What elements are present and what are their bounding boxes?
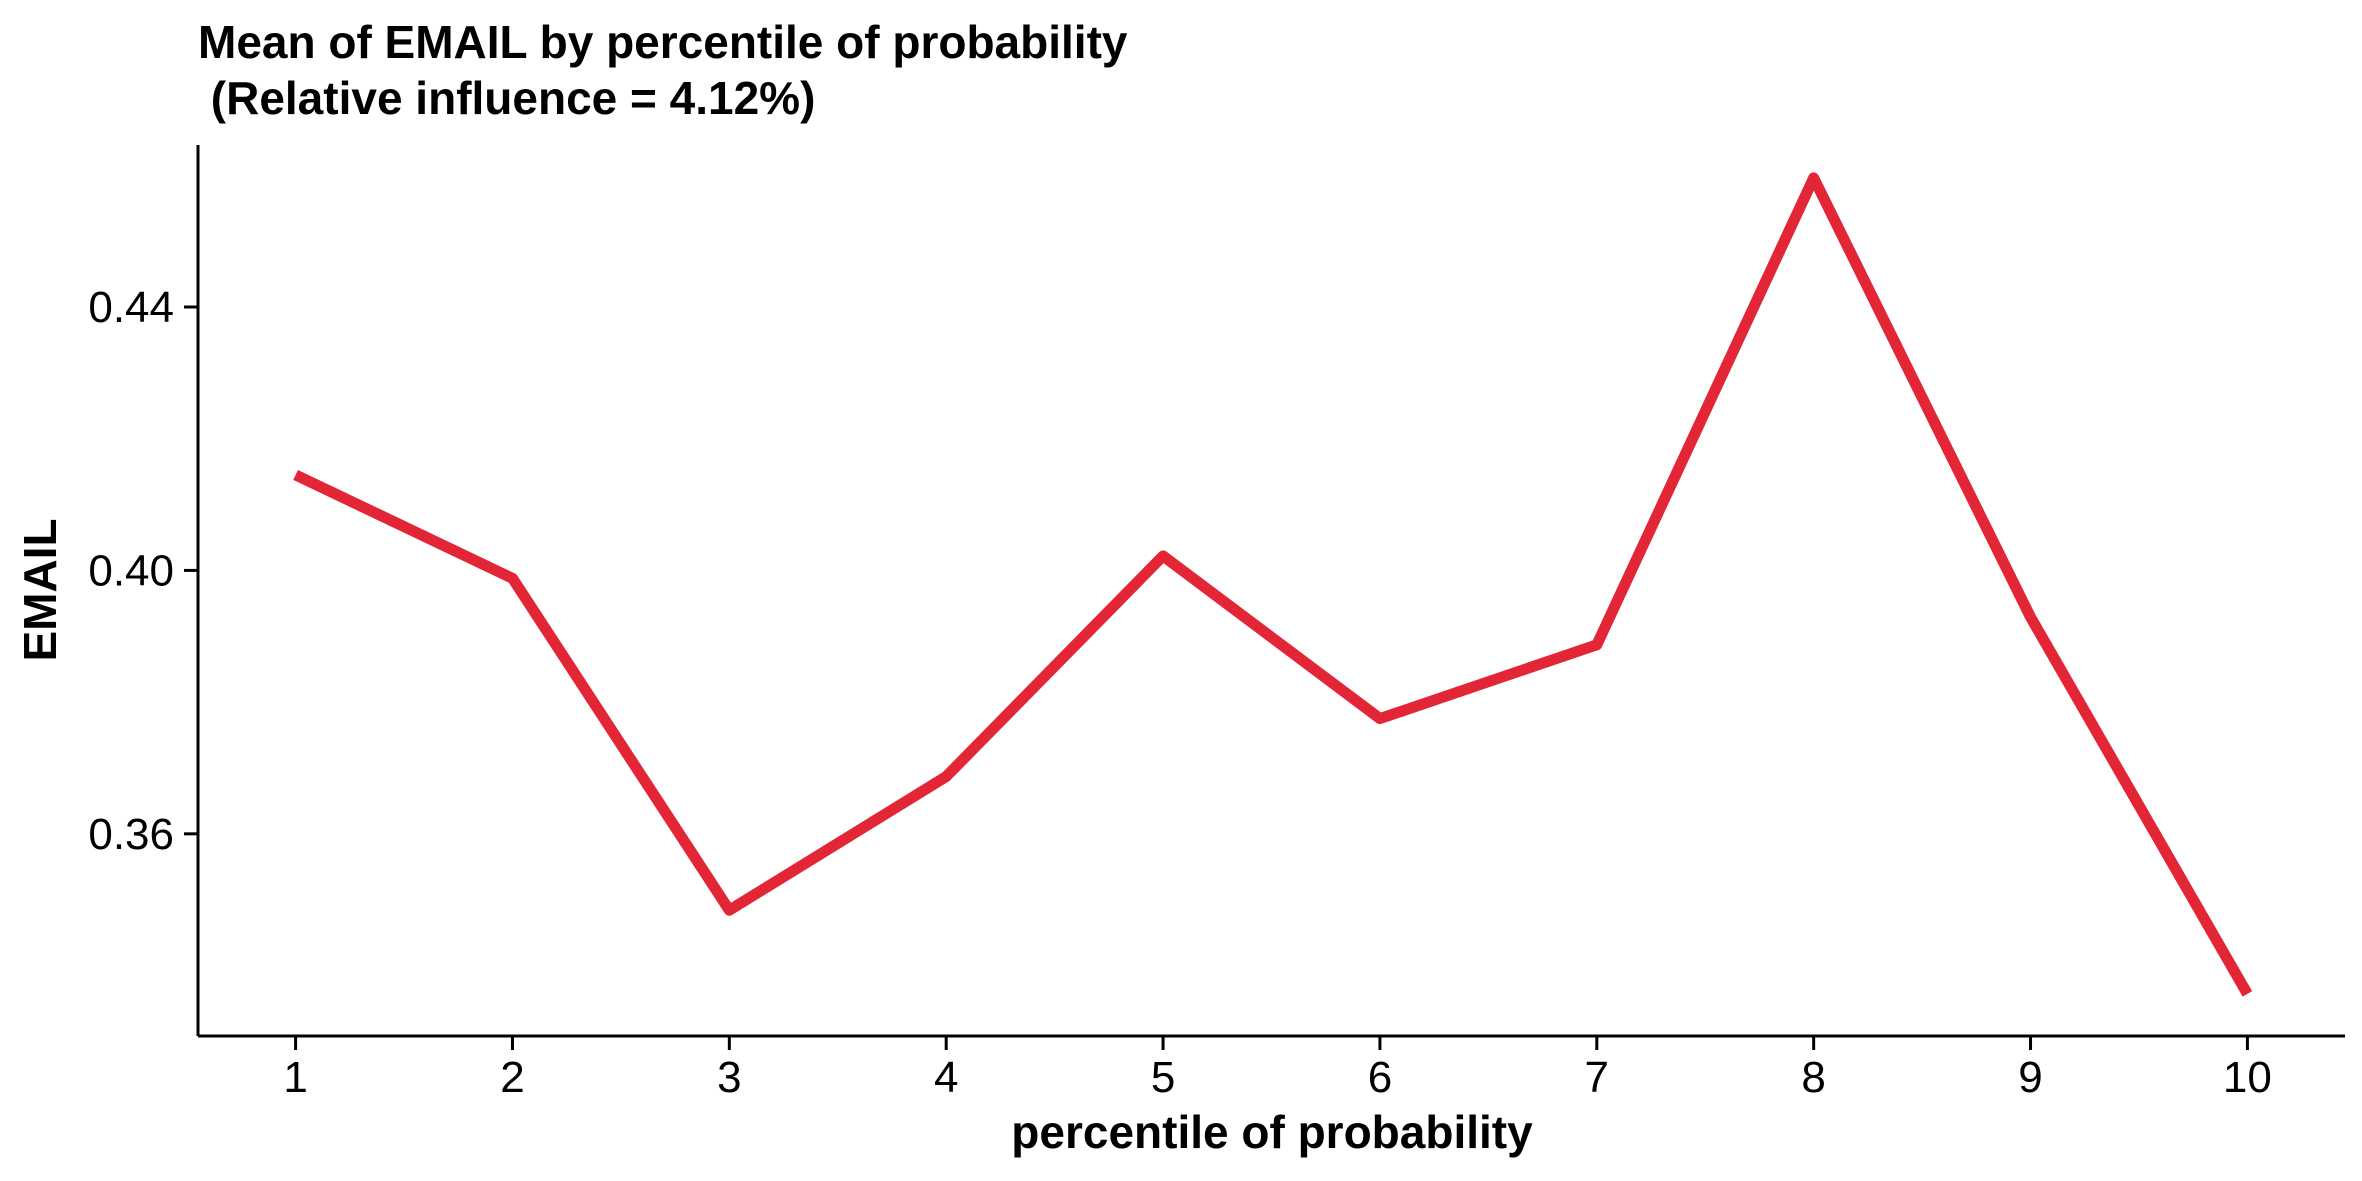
x-tick-label: 5 (1151, 1053, 1175, 1102)
x-tick-label: 10 (2223, 1053, 2272, 1102)
x-tick-label: 6 (1368, 1053, 1392, 1102)
x-tick-label: 9 (2018, 1053, 2042, 1102)
y-axis-title: EMAIL (14, 518, 66, 661)
y-tick-label: 0.40 (88, 546, 174, 595)
x-axis-title: percentile of probability (1011, 1106, 1533, 1158)
x-tick-label: 8 (1801, 1053, 1825, 1102)
series-line (293, 172, 2253, 997)
y-tick-label: 0.36 (88, 810, 174, 859)
y-tick-label: 0.44 (88, 283, 174, 332)
x-tick-label: 1 (283, 1053, 307, 1102)
chart-title-line-1: Mean of EMAIL by percentile of probabili… (198, 16, 1128, 68)
x-tick-label: 4 (934, 1053, 958, 1102)
plot-area: 1 2 3 4 5 6 7 8 9 10 0.36 0.40 0.44 (88, 145, 2345, 1102)
x-tick-label: 3 (717, 1053, 741, 1102)
x-tick-label: 2 (500, 1053, 524, 1102)
chart-title-line-2: (Relative influence = 4.12%) (198, 72, 815, 124)
x-tick-label: 7 (1585, 1053, 1609, 1102)
